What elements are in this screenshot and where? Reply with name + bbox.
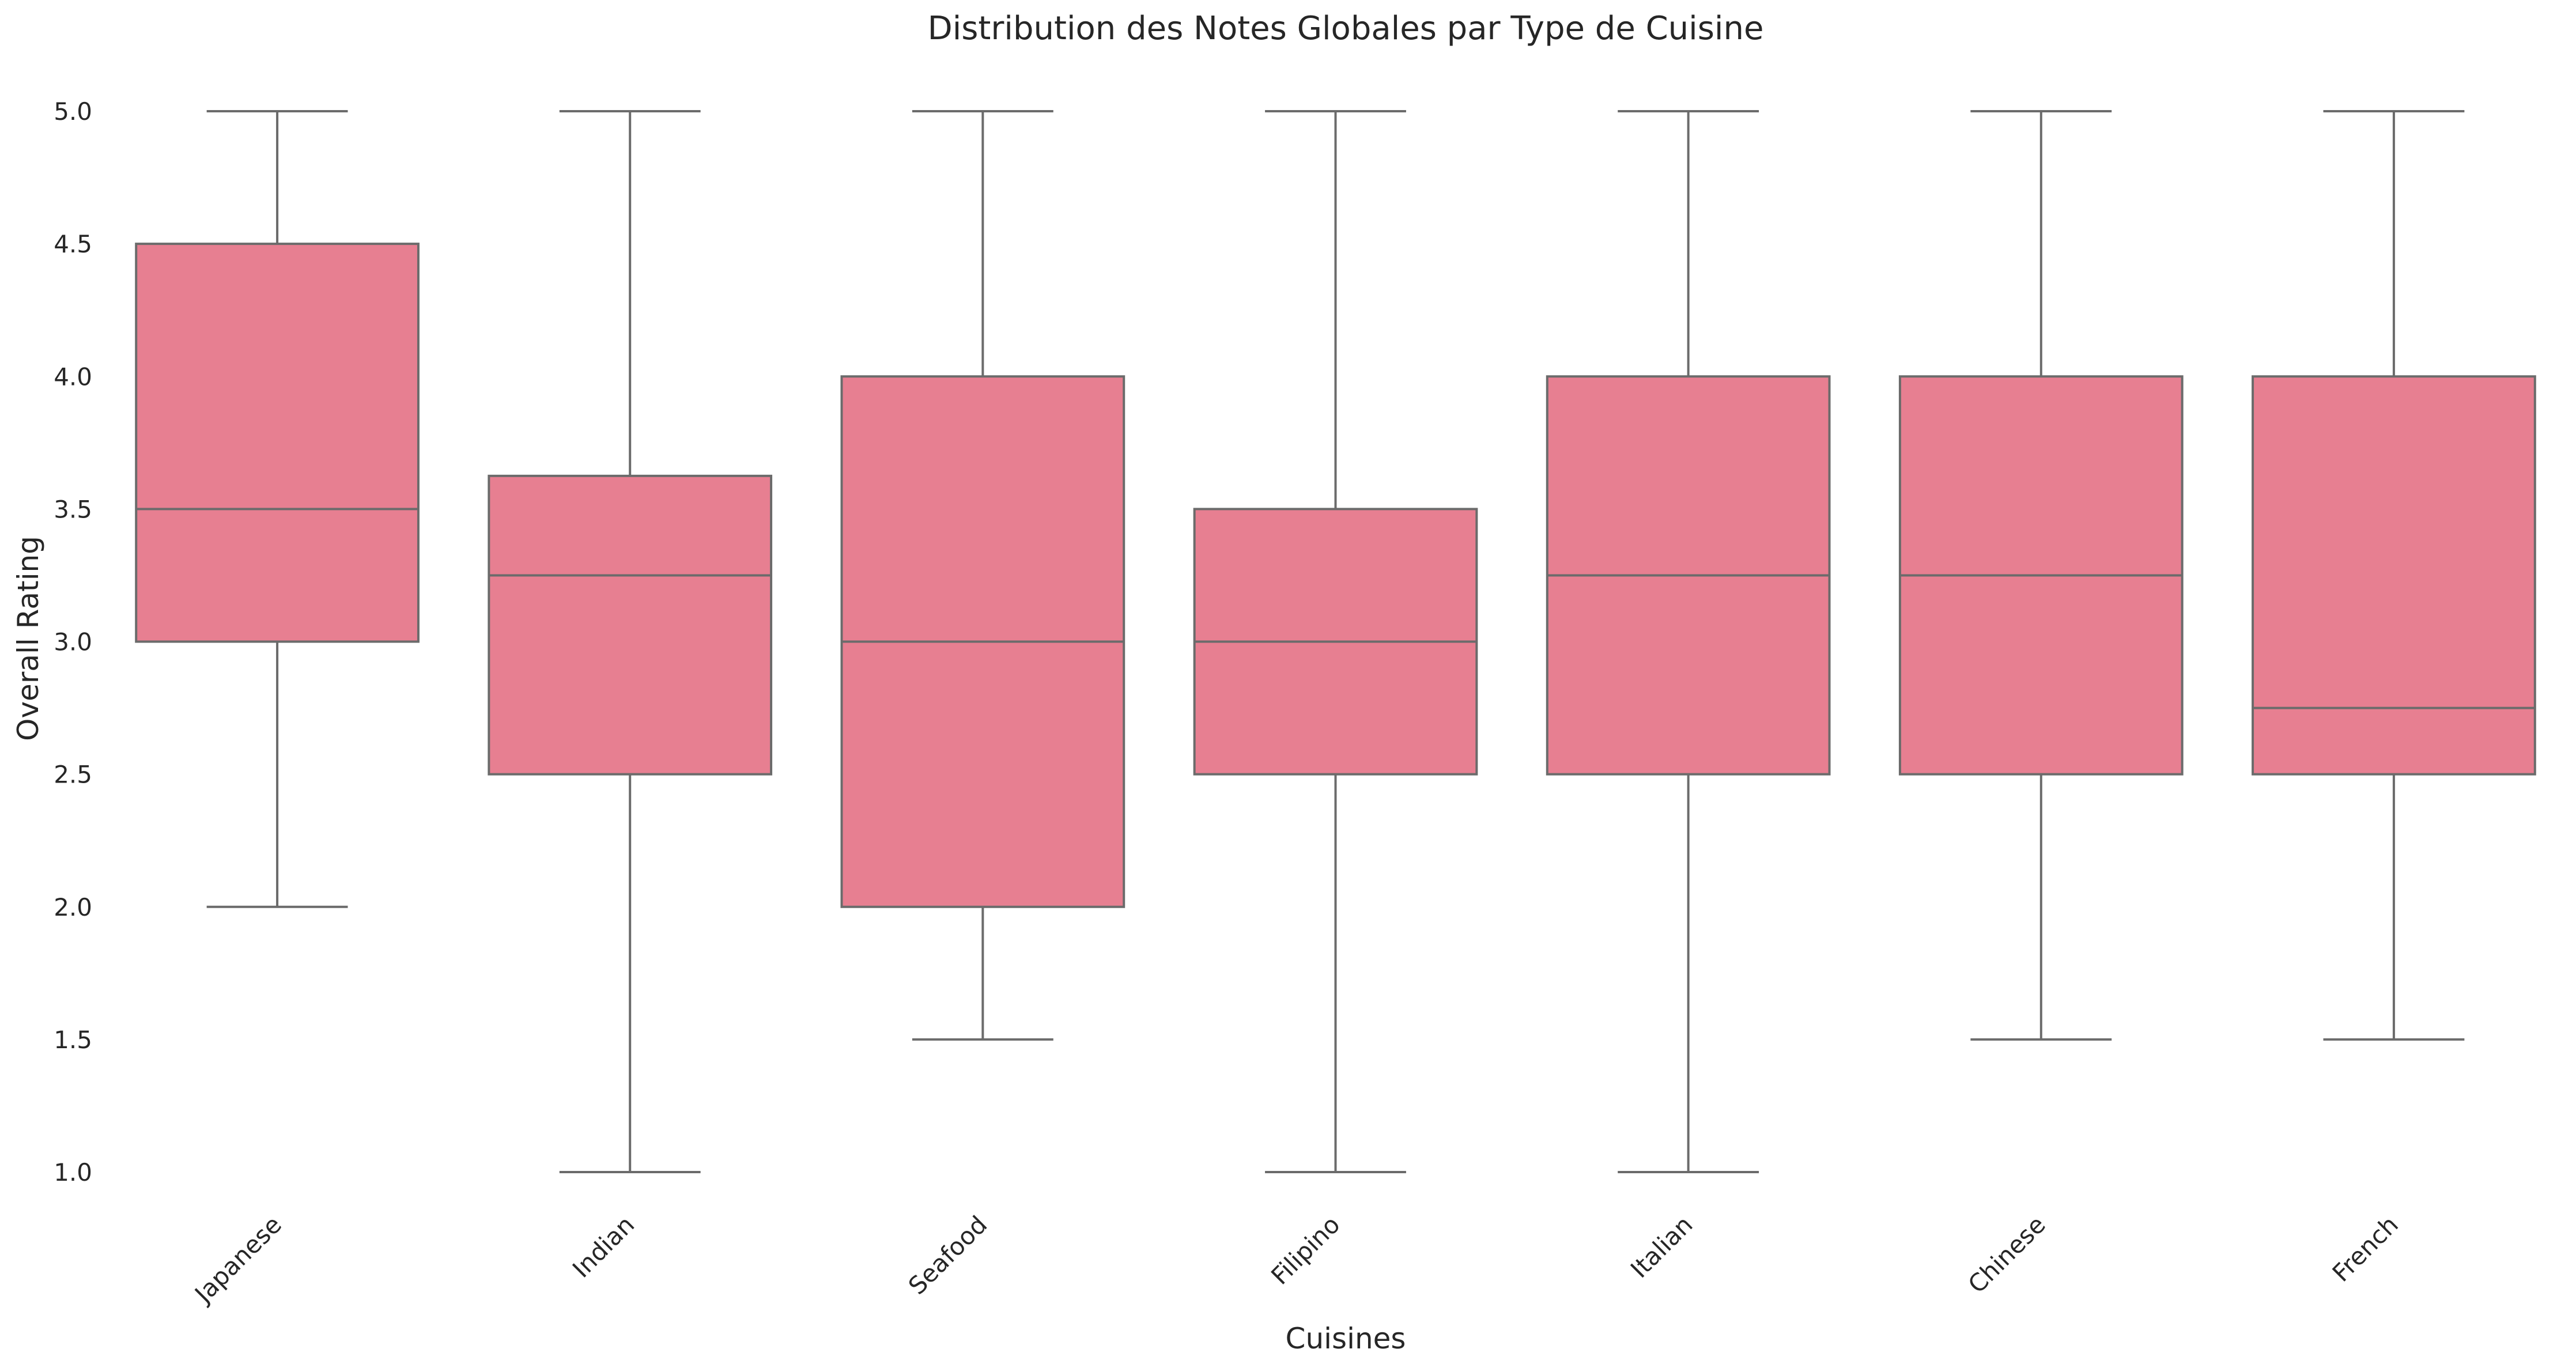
box-chinese (1898, 110, 2184, 1041)
y-axis-ticks: 1.0 1.5 2.0 2.5 3.0 3.5 4.0 4.5 5.0 (54, 97, 92, 1186)
x-axis-label: Cuisines (1286, 1322, 1406, 1355)
box-iqr (2252, 375, 2536, 776)
y-tick-label: 1.5 (54, 1026, 92, 1054)
box-filipino (1193, 110, 1478, 1173)
y-tick-label: 2.0 (54, 893, 92, 921)
box-indian (488, 110, 773, 1173)
box-italian (1546, 110, 1831, 1173)
box-iqr (488, 474, 773, 776)
y-tick-label: 3.0 (54, 628, 92, 656)
y-axis-label: Overall Rating (12, 536, 45, 741)
y-tick-label: 2.5 (54, 761, 92, 789)
y-tick-label: 4.0 (54, 362, 92, 391)
box-japanese (135, 110, 420, 908)
chart-title: Distribution des Notes Globales par Type… (928, 10, 1764, 47)
y-tick-label: 1.0 (54, 1158, 92, 1186)
y-tick-label: 4.5 (54, 230, 92, 258)
y-tick-label: 3.5 (54, 495, 92, 523)
box-french (2252, 110, 2536, 1041)
boxes-group (135, 110, 2536, 1173)
box-iqr (135, 243, 420, 643)
y-tick-label: 5.0 (54, 97, 92, 126)
box-seafood (840, 110, 1125, 1041)
